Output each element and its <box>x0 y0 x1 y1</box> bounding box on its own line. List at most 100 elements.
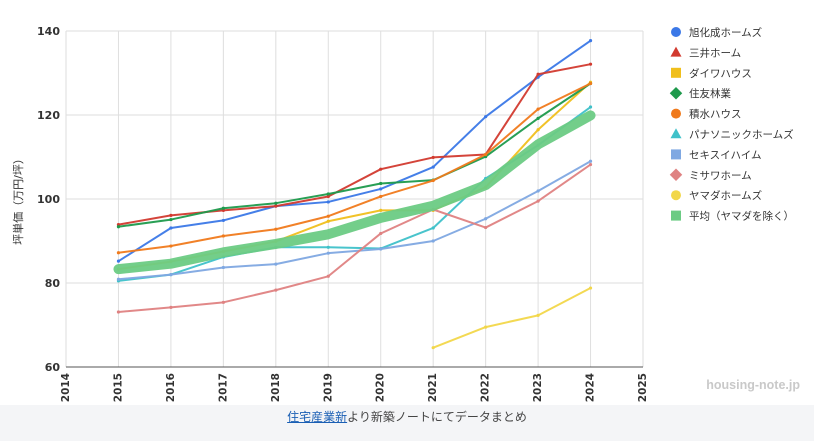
x-tick-label: 2015 <box>112 373 124 402</box>
data-point <box>536 313 540 317</box>
x-tick-label: 2020 <box>375 373 387 402</box>
data-point <box>116 277 121 281</box>
x-tick-label: 2019 <box>322 373 334 402</box>
series-line <box>117 39 592 263</box>
legend-item: 住友林業 <box>669 86 731 100</box>
data-point <box>169 273 173 277</box>
legend-item: ミサワホーム <box>669 168 752 182</box>
series-line <box>117 163 592 313</box>
data-point <box>588 162 593 167</box>
data-point <box>274 204 278 208</box>
data-point <box>431 155 435 160</box>
legend-swatch <box>671 190 681 201</box>
data-point <box>116 259 121 263</box>
series-line <box>117 160 592 281</box>
x-tick-label: 2022 <box>480 373 492 402</box>
data-point <box>536 72 540 76</box>
line-chart: 2014 2015 2016 2017 2018 2019 2020 2021 2022 2023… <box>11 25 794 402</box>
data-point <box>588 105 593 109</box>
series-layer <box>113 39 596 350</box>
series-line <box>117 82 592 254</box>
legend-label: ダイワハウス <box>689 67 752 80</box>
caption: 住宅産業新より新築ノートにてデータまとめ <box>0 408 814 425</box>
caption-text: より新築ノートにてデータまとめ <box>347 410 527 424</box>
data-point <box>169 305 173 309</box>
data-point <box>169 217 173 222</box>
data-point <box>116 251 121 255</box>
legend-item: ヤマダホームズ <box>671 189 762 202</box>
x-tick-label: 2021 <box>427 373 439 402</box>
data-point <box>379 181 383 186</box>
x-tick-label: 2024 <box>585 373 597 402</box>
data-point <box>116 225 121 229</box>
data-point <box>326 251 330 255</box>
legend-swatch <box>671 67 681 78</box>
data-point <box>169 213 173 217</box>
data-point <box>588 81 593 86</box>
legend-item: 三井ホーム <box>670 46 741 59</box>
axis-layer: 2014 2015 2016 2017 2018 2019 2020 2021 2022 2023… <box>11 25 649 402</box>
data-point <box>326 274 330 278</box>
legend-item: ダイワハウス <box>671 67 752 80</box>
legend-item: 積水ハウス <box>671 108 742 121</box>
data-point <box>169 244 173 248</box>
series-line <box>113 110 596 275</box>
legend-item: 平均（ヤマダを除く） <box>671 210 794 223</box>
data-point <box>169 226 173 230</box>
legend-item: セキスイハイム <box>671 149 762 161</box>
series-line <box>432 287 592 349</box>
data-point <box>326 245 330 249</box>
x-tick-label: 2016 <box>165 373 177 402</box>
data-point <box>274 227 278 231</box>
legend-label: パナソニックホームズ <box>689 128 794 141</box>
legend-label: ミサワホーム <box>689 170 752 182</box>
data-point <box>536 116 540 120</box>
legend-swatch <box>669 86 683 100</box>
legend-swatch <box>670 46 682 57</box>
legend-label: 旭化成ホームズ <box>689 26 762 39</box>
data-point <box>484 225 488 230</box>
data-point <box>379 208 383 212</box>
series-line <box>117 81 592 271</box>
data-point <box>536 199 540 203</box>
data-point <box>588 286 593 290</box>
series-line <box>117 82 592 228</box>
data-point <box>536 107 540 111</box>
data-point <box>221 206 225 210</box>
legend-swatch <box>669 168 683 182</box>
data-point <box>379 187 383 191</box>
data-point <box>274 288 278 292</box>
legend-swatch <box>671 149 681 160</box>
y-axis-label: 坪単価（万円/坪） <box>11 153 25 245</box>
y-tick-label: 100 <box>37 193 60 206</box>
legend-item: パナソニックホームズ <box>670 128 794 141</box>
data-point <box>326 214 330 218</box>
x-tick-label: 2014 <box>60 373 72 402</box>
data-point <box>379 167 383 171</box>
data-point <box>326 194 330 199</box>
data-point <box>274 201 278 205</box>
data-point <box>536 189 540 193</box>
legend-label: 三井ホーム <box>689 46 741 59</box>
data-point <box>221 218 225 223</box>
data-point <box>116 310 121 314</box>
legend-label: 積水ハウス <box>689 108 742 121</box>
data-point <box>379 194 383 199</box>
y-tick-label: 60 <box>45 361 61 374</box>
x-tick-label: 2025 <box>637 373 649 402</box>
legend-label: 住友林業 <box>689 87 731 100</box>
x-tick-label: 2018 <box>270 373 282 402</box>
source-link[interactable]: 住宅産業新 <box>287 410 348 424</box>
x-tick-label: 2017 <box>217 373 229 402</box>
y-tick-label: 80 <box>45 277 61 290</box>
legend-label: ヤマダホームズ <box>689 189 762 202</box>
data-point <box>536 128 540 132</box>
data-point <box>326 200 330 204</box>
legend-swatch <box>671 210 681 221</box>
data-point <box>221 234 225 238</box>
y-tick-label: 120 <box>37 109 60 122</box>
legend-swatch <box>671 108 681 119</box>
data-point <box>326 192 330 196</box>
legend-swatch <box>670 128 682 139</box>
data-point <box>431 226 435 230</box>
